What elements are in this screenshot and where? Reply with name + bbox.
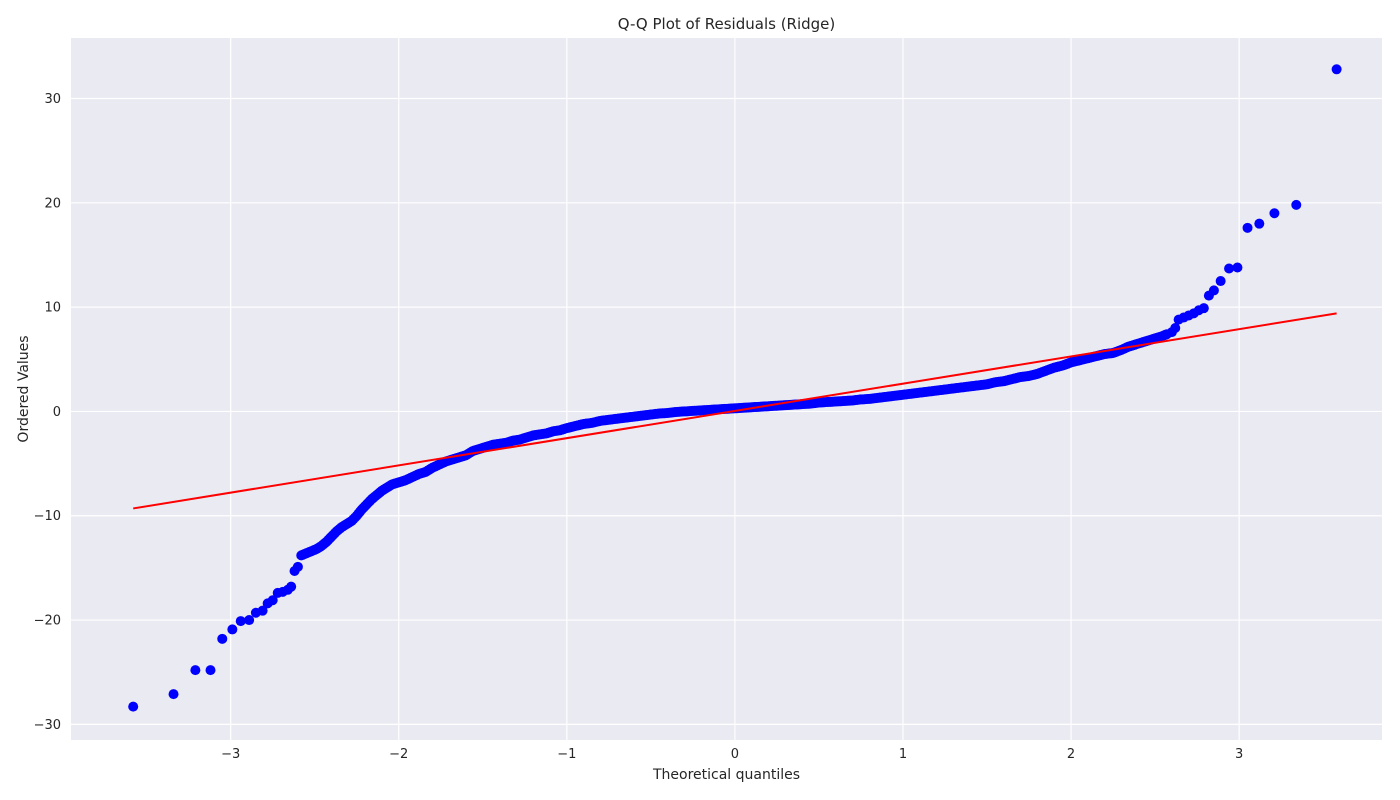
data-point	[1232, 262, 1243, 273]
data-point	[1331, 64, 1342, 75]
data-point	[1254, 218, 1265, 229]
data-point	[244, 615, 255, 626]
x-tick-label: −2	[389, 747, 408, 762]
x-tick-label: 1	[899, 747, 907, 762]
x-tick-label: −1	[557, 747, 576, 762]
data-point	[128, 701, 139, 712]
chart-title: Q-Q Plot of Residuals (Ridge)	[618, 15, 836, 33]
y-tick-label: 20	[44, 196, 61, 211]
data-point	[1215, 276, 1226, 287]
x-axis-label: Theoretical quantiles	[652, 767, 800, 783]
data-point	[190, 665, 201, 676]
y-axis-label: Ordered Values	[16, 335, 32, 442]
x-tick-label: 2	[1067, 747, 1075, 762]
data-point	[227, 624, 238, 635]
data-point	[1170, 322, 1181, 333]
fit-line-layer	[133, 312, 1337, 510]
x-tick-label: 0	[731, 747, 739, 762]
data-point	[1291, 199, 1302, 210]
y-tick-label: 30	[44, 92, 61, 107]
data-point	[1242, 222, 1253, 233]
data-point	[257, 605, 268, 616]
data-point	[1269, 208, 1280, 219]
grid	[71, 38, 1382, 740]
data-point	[1208, 285, 1219, 296]
fit-line	[133, 312, 1337, 510]
data-point	[205, 665, 216, 676]
y-tick-label: −10	[34, 509, 61, 524]
data-point	[286, 581, 297, 592]
plot-area	[71, 38, 1382, 740]
data-point	[168, 689, 179, 700]
x-tick-label: 3	[1235, 747, 1243, 762]
y-tick-label: 10	[44, 301, 61, 316]
data-point	[267, 595, 278, 606]
y-tick-label: −30	[34, 718, 61, 733]
data-point	[292, 561, 303, 572]
data-point	[235, 616, 246, 627]
y-tick-label: −20	[34, 614, 61, 629]
data-point	[1198, 303, 1209, 314]
data-points	[128, 64, 1342, 712]
data-point	[217, 633, 228, 644]
data-point	[1224, 263, 1235, 274]
y-tick-label: 0	[53, 405, 61, 420]
x-tick-label: −3	[221, 747, 240, 762]
